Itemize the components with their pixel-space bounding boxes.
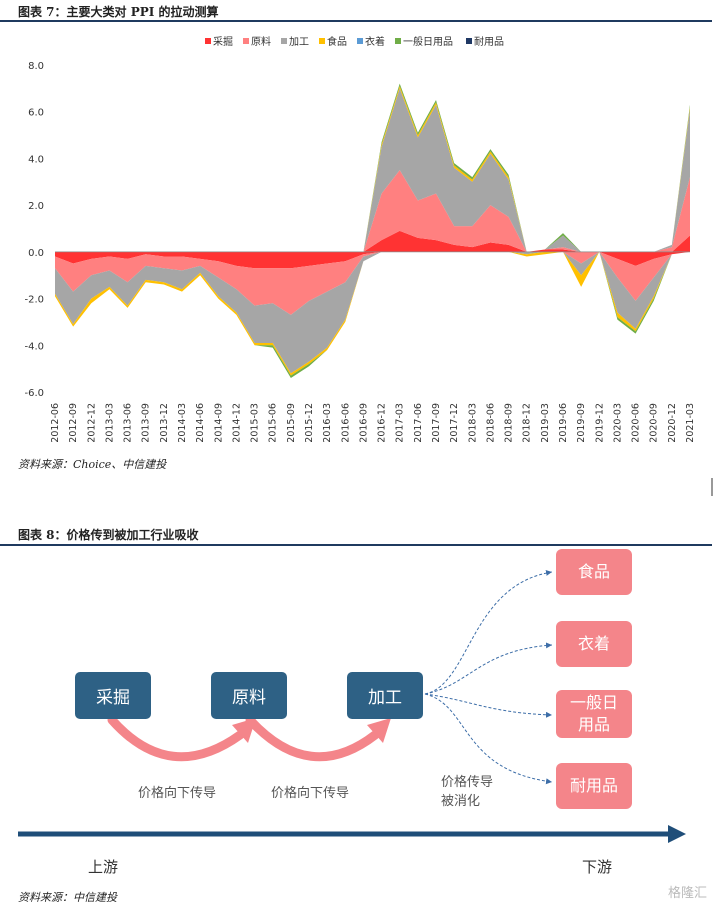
figure7-title: 图表 7：主要大类对 PPI 的拉动测算 [18, 5, 219, 19]
category-daily-goods: 一般日 用品 [556, 690, 632, 738]
figure8-source: 资料来源：中信建投 [18, 891, 117, 904]
node-mining: 采掘 [75, 672, 151, 719]
y-tick-label: -6.0 [24, 388, 44, 399]
x-tick-label: 2017-09 [431, 403, 442, 443]
x-tick-label: 2017-12 [449, 403, 460, 443]
legend-label-2: 加工 [289, 36, 309, 48]
x-tick-label: 2019-03 [540, 403, 551, 443]
y-tick-label: 0.0 [28, 248, 44, 259]
figure8-title: 图表 8：价格传到被加工行业吸收 [18, 528, 199, 542]
x-tick-label: 2013-12 [159, 403, 170, 443]
x-tick-label: 2014-12 [231, 403, 242, 443]
legend-label-3: 食品 [327, 35, 347, 48]
x-tick-label: 2015-12 [304, 403, 315, 443]
area-neg-series-1 [55, 251, 690, 315]
x-tick-label: 2013-06 [123, 403, 134, 443]
legend-label-5: 一般日用品 [403, 35, 453, 48]
legend-label-4: 衣着 [365, 35, 385, 48]
x-tick-label: 2018-09 [504, 403, 515, 443]
x-tick-label: 2020-09 [649, 403, 660, 443]
area-pos-series-0 [55, 230, 690, 252]
x-tick-label: 2013-03 [104, 403, 115, 443]
x-tick-label: 2019-09 [576, 403, 587, 443]
legend-label-6: 耐用品 [474, 35, 504, 48]
legend-label-0: 采掘 [213, 35, 233, 48]
x-tick-label: 2021-03 [685, 403, 696, 443]
axis-arrowhead [668, 825, 686, 843]
x-tick-label: 2016-03 [322, 403, 333, 443]
y-tick-label: 2.0 [28, 201, 44, 212]
watermark-logo: 格隆汇 [667, 886, 707, 901]
x-tick-label: 2016-12 [377, 403, 388, 443]
y-tick-label: -2.0 [24, 295, 44, 306]
branch-to-food [424, 569, 553, 695]
figure8-title-rule [0, 544, 712, 546]
legend-swatch-0 [205, 38, 211, 44]
x-tick-label: 2020-03 [612, 403, 623, 443]
ppi-contribution-chart: 采掘 原料 加工 食品 衣着 一般日用品 耐用品 8.0 6.0 4.0 2.0 0.0 -2.0 -4.… [24, 35, 696, 443]
category-clothing: 衣着 [556, 621, 632, 667]
x-tick-label: 2015-03 [250, 403, 261, 443]
x-tick-label: 2012-12 [86, 403, 97, 443]
y-tick-label: 8.0 [28, 61, 44, 72]
y-tick-label: -4.0 [24, 341, 44, 352]
area-pos-series-2 [55, 88, 690, 252]
x-tick-label: 2017-06 [413, 403, 424, 443]
x-tick-label: 2019-06 [558, 403, 569, 443]
x-tick-label: 2013-09 [141, 403, 152, 443]
x-tick-label: 2015-09 [286, 403, 297, 443]
x-tick-label: 2014-06 [195, 403, 206, 443]
arrow-label-2: 价格向下传导 [271, 786, 350, 801]
category-food: 食品 [556, 549, 632, 595]
x-tick-label: 2018-06 [485, 403, 496, 443]
x-tick-label: 2019-12 [594, 403, 605, 443]
legend-swatch-1 [243, 38, 249, 44]
x-tick-label: 2020-06 [631, 403, 642, 443]
area-neg-series-2 [55, 251, 690, 374]
legend-swatch-6 [466, 38, 472, 44]
x-tick-label: 2018-12 [522, 403, 533, 443]
x-tick-label: 2012-09 [68, 403, 79, 443]
dashed-branch-lines [424, 569, 553, 785]
area-neg-series-0 [55, 251, 690, 269]
x-tick-label: 2012-06 [50, 403, 61, 443]
x-tick-label: 2014-03 [177, 403, 188, 443]
legend-swatch-3 [319, 38, 325, 44]
x-tick-label: 2015-06 [268, 403, 279, 443]
arc-raw-to-processing [245, 715, 380, 762]
arc-mining-to-raw [107, 715, 245, 762]
figure7-source: 资料来源：Choice、中信建投 [18, 458, 167, 471]
node-processing: 加工 [347, 672, 423, 719]
legend-swatch-5 [395, 38, 401, 44]
x-tick-label: 2016-09 [358, 403, 369, 443]
arrow-label-1: 价格向下传导 [138, 786, 217, 801]
x-tick-label: 2018-03 [467, 403, 478, 443]
absorbed-label: 价格传导 被消化 [441, 775, 494, 809]
x-tick-label: 2017-03 [395, 403, 406, 443]
price-transfer-arcs [107, 715, 380, 762]
legend-label-1: 原料 [251, 35, 271, 48]
legend-swatch-2 [281, 38, 287, 44]
arc-arrowhead-1 [232, 718, 256, 743]
scrollbar-marker[interactable] [711, 478, 713, 496]
branch-to-clothing [424, 642, 553, 695]
branch-to-durable [424, 693, 553, 785]
category-durable-goods: 耐用品 [556, 763, 632, 809]
figure7-title-rule [0, 20, 712, 22]
arc-arrowhead-2 [367, 718, 391, 743]
downstream-label: 下游 [582, 858, 613, 876]
x-tick-label: 2016-06 [340, 403, 351, 443]
y-tick-label: 6.0 [28, 108, 44, 119]
x-tick-label: 2014-09 [213, 403, 224, 443]
x-tick-label: 2020-12 [667, 403, 678, 443]
flow-diagram-lines [18, 569, 686, 843]
legend-swatch-4 [357, 38, 363, 44]
node-raw-material: 原料 [211, 672, 287, 719]
upstream-label: 上游 [88, 858, 119, 876]
area-pos-series-1 [55, 170, 690, 252]
y-tick-label: 4.0 [28, 154, 44, 165]
